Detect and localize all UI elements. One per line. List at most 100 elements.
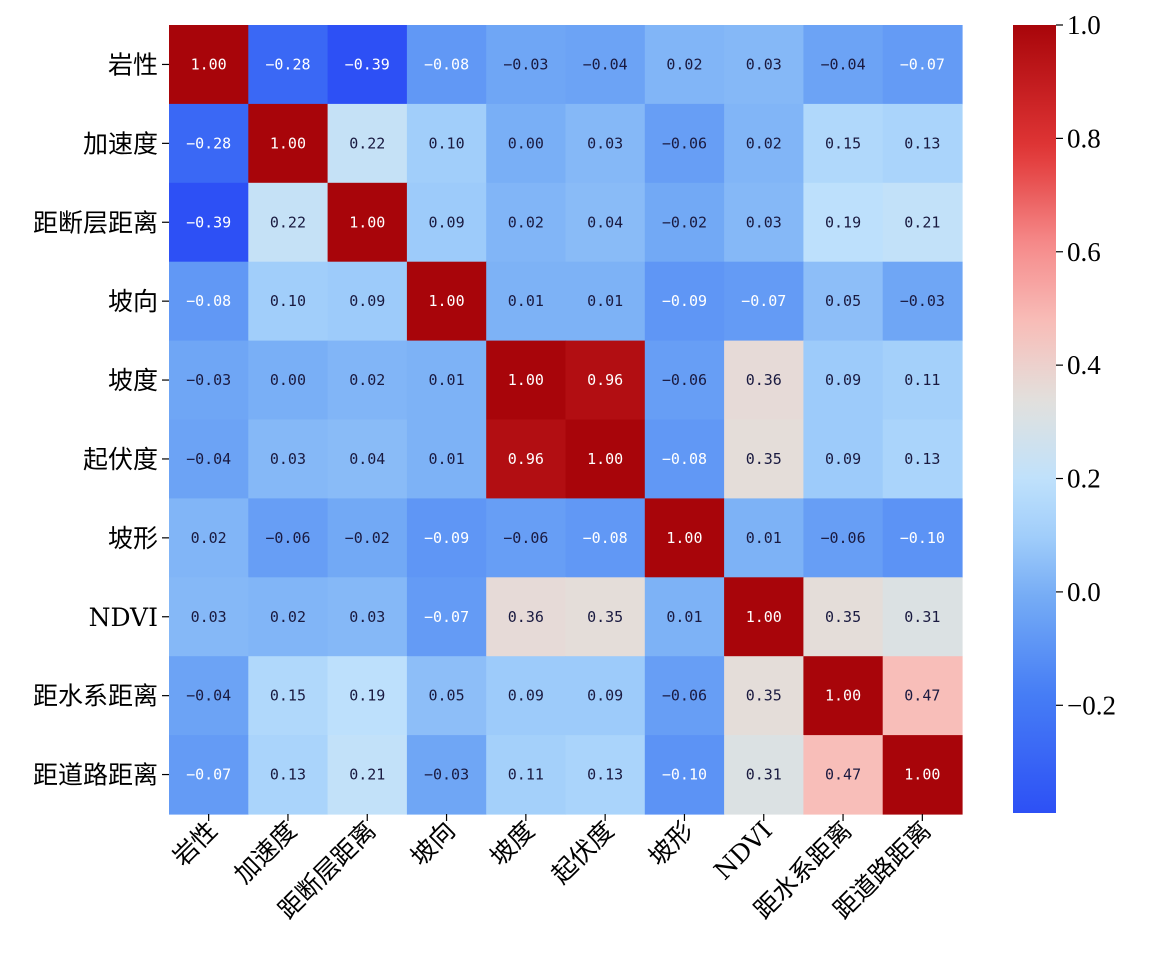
heatmap-cell xyxy=(406,735,487,815)
heatmap-cell xyxy=(724,656,804,736)
cell-value-label: 0.35 xyxy=(746,687,782,705)
heatmap-cell xyxy=(248,340,329,421)
cell-value-label: 0.04 xyxy=(587,213,623,231)
heatmap-cell xyxy=(248,735,329,815)
cell-value-label: −0.03 xyxy=(424,766,469,784)
heatmap-cell xyxy=(486,577,567,657)
heatmap-cell xyxy=(486,656,567,736)
heatmap-cell xyxy=(882,656,963,736)
cell-value-label: 0.01 xyxy=(428,371,464,389)
cell-value-label: 0.10 xyxy=(270,292,306,310)
y-tick-label: 坡形 xyxy=(108,524,158,553)
y-tick-label: 坡向 xyxy=(108,287,158,316)
x-tick-label: 加速度 xyxy=(229,816,303,890)
colorbar-tick-label: 0.8 xyxy=(1067,123,1101,153)
cell-value-label: 0.15 xyxy=(825,134,861,152)
heatmap-cell xyxy=(803,103,884,184)
cell-value-label: −0.06 xyxy=(662,371,707,389)
heatmap-cell xyxy=(486,261,567,342)
heatmap-cell xyxy=(724,577,804,657)
cell-value-label: 0.96 xyxy=(508,450,544,468)
heatmap-cell xyxy=(169,577,249,657)
heatmap-cell xyxy=(644,182,725,263)
cell-value-label: 0.01 xyxy=(666,608,702,626)
heatmap-cell xyxy=(406,419,487,499)
cell-value-label: 0.01 xyxy=(746,529,782,547)
heatmap-cell xyxy=(724,261,804,342)
heatmap-cell xyxy=(327,25,408,105)
heatmap-cell xyxy=(724,419,804,499)
cell-value-label: 0.13 xyxy=(904,134,940,152)
colorbar-tick-label: 1.0 xyxy=(1067,10,1101,40)
cell-value-label: 0.02 xyxy=(349,371,385,389)
heatmap-cell xyxy=(169,656,249,736)
cell-value-label: −0.03 xyxy=(503,55,548,73)
cell-value-label: −0.10 xyxy=(662,766,707,784)
heatmap-cell xyxy=(882,103,963,184)
heatmap-cell xyxy=(327,340,408,421)
cell-value-label: 0.09 xyxy=(349,292,385,310)
heatmap-cell xyxy=(406,182,487,263)
cell-value-label: −0.02 xyxy=(345,529,390,547)
cell-value-label: 0.21 xyxy=(904,213,940,231)
cell-value-label: 0.02 xyxy=(508,213,544,231)
heatmap-cell xyxy=(803,182,884,263)
heatmap-cell xyxy=(248,103,329,184)
heatmap-cell xyxy=(169,498,249,578)
x-tick-label: 起伏度 xyxy=(546,816,620,890)
cell-value-label: 0.19 xyxy=(825,213,861,231)
heatmap-cell xyxy=(803,577,884,657)
cell-value-label: −0.07 xyxy=(424,608,469,626)
heatmap-cell xyxy=(169,261,249,342)
cell-value-label: −0.28 xyxy=(265,55,310,73)
heatmap-cell xyxy=(565,656,646,736)
cell-value-label: 1.00 xyxy=(191,55,227,73)
heatmap-cell xyxy=(644,577,725,657)
cell-value-label: 0.02 xyxy=(666,55,702,73)
cell-value-label: 1.00 xyxy=(587,450,623,468)
cell-value-label: −0.06 xyxy=(503,529,548,547)
heatmap-cell xyxy=(882,182,963,263)
heatmap-cell xyxy=(644,103,725,184)
heatmap-cell xyxy=(803,25,884,105)
heatmap-cell xyxy=(724,498,804,578)
heatmap-cell xyxy=(486,340,567,421)
heatmap-cell xyxy=(724,340,804,421)
colorbar-tick-label: 0.2 xyxy=(1067,464,1101,494)
heatmap-cell xyxy=(486,735,567,815)
heatmap-cell xyxy=(644,261,725,342)
cell-value-label: 0.35 xyxy=(587,608,623,626)
heatmap-cell xyxy=(565,419,646,499)
heatmap-cell xyxy=(486,25,567,105)
cell-value-label: 0.01 xyxy=(587,292,623,310)
cell-value-label: 0.02 xyxy=(191,529,227,547)
cell-value-label: 0.05 xyxy=(825,292,861,310)
heatmap-cell xyxy=(882,419,963,499)
cell-value-label: 1.00 xyxy=(428,292,464,310)
colorbar-tick-label: 0.0 xyxy=(1067,577,1101,607)
cell-value-label: −0.09 xyxy=(662,292,707,310)
cell-value-label: −0.07 xyxy=(186,766,231,784)
heatmap-cell xyxy=(406,261,487,342)
heatmap-cell xyxy=(169,340,249,421)
heatmap-cell xyxy=(248,261,329,342)
cell-value-label: −0.08 xyxy=(583,529,628,547)
cell-value-label: 0.02 xyxy=(746,134,782,152)
cell-value-label: −0.02 xyxy=(662,213,707,231)
heatmap-cell xyxy=(486,498,567,578)
cell-value-label: 0.09 xyxy=(428,213,464,231)
heatmap-cell xyxy=(327,656,408,736)
heatmap-cell xyxy=(327,419,408,499)
cell-value-label: −0.04 xyxy=(186,687,231,705)
cell-value-label: −0.09 xyxy=(424,529,469,547)
heatmap-cell xyxy=(327,498,408,578)
cell-value-label: 1.00 xyxy=(349,213,385,231)
heatmap-cell xyxy=(882,577,963,657)
heatmap-cell xyxy=(327,103,408,184)
heatmap-cell xyxy=(644,419,725,499)
heatmap-cell xyxy=(644,25,725,105)
heatmap-cell xyxy=(882,735,963,815)
cell-value-label: 0.21 xyxy=(349,766,385,784)
